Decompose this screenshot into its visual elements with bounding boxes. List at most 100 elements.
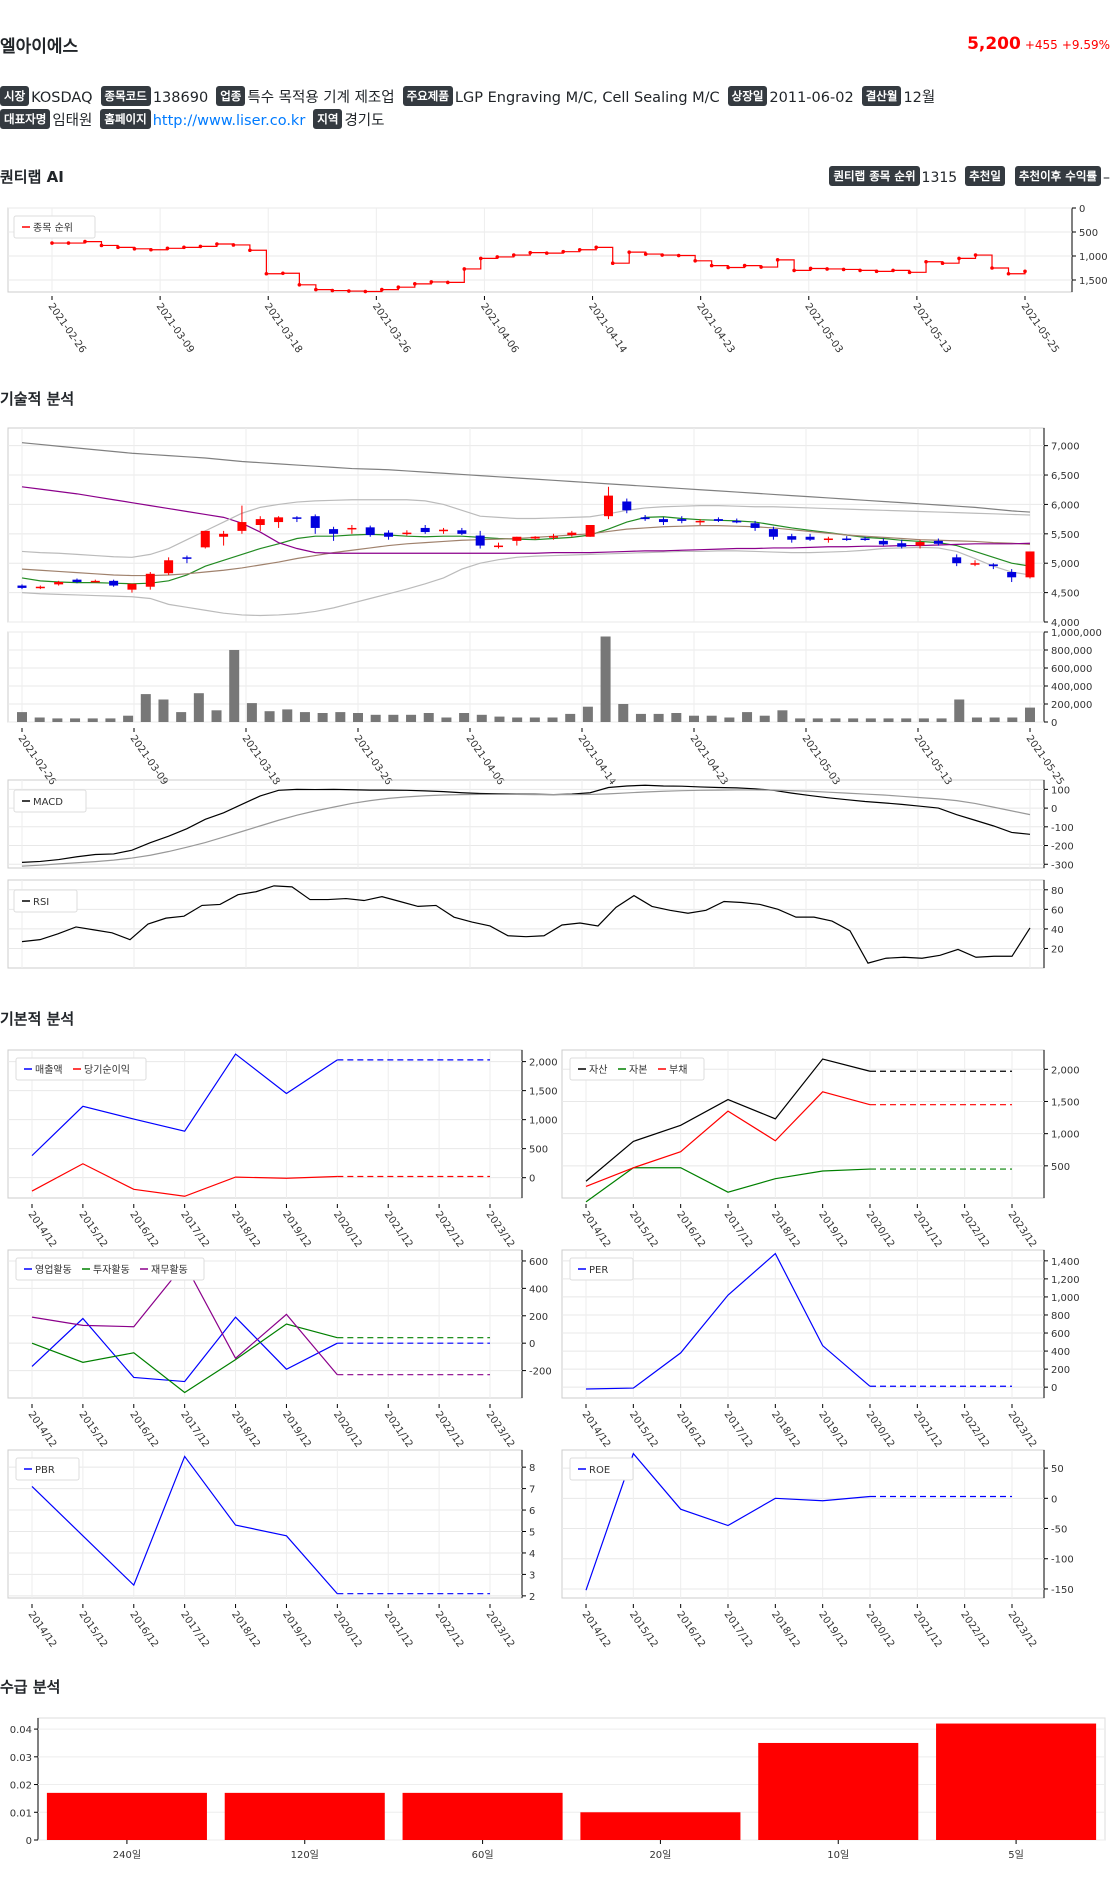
candle-body-22 <box>420 527 430 533</box>
roe-xlabel-6: 2020/12 <box>864 1609 897 1649</box>
badge-info_row2-1: 홈페이지 <box>100 109 151 129</box>
rank-point-28 <box>511 253 516 257</box>
cashflow-xlabel-0: 2014/12 <box>26 1409 59 1449</box>
balance-xlabel-1: 2015/12 <box>627 1209 660 1249</box>
candle-body-20 <box>384 532 394 537</box>
supply-bar-1 <box>224 1792 385 1840</box>
rank-legend-label-0: 종목 순위 <box>33 221 73 234</box>
candle-body-53 <box>988 564 998 567</box>
ai-badge-2: 추천이후 수익률 <box>1014 166 1101 186</box>
badge-info_row1-5: 결산월 <box>861 86 902 106</box>
rank-point-38 <box>676 253 681 258</box>
roe-xlabel-4: 2018/12 <box>769 1609 802 1649</box>
per-xlabel-5: 2019/12 <box>816 1409 849 1449</box>
rank-point-40 <box>709 263 714 268</box>
sales-legend-label-0: 매출액 <box>35 1064 63 1076</box>
sales-xlabel-2: 2016/12 <box>127 1209 160 1249</box>
supply-tick-label-4: 0.04 <box>10 1725 32 1736</box>
rank-point-51 <box>891 268 895 273</box>
rank-point-32 <box>577 247 582 252</box>
cashflow-tick-label-1: 0 <box>529 1339 535 1350</box>
rank-legend <box>13 215 96 239</box>
price-bb-lower <box>21 546 1031 617</box>
ai-badge-1: 추천일 <box>965 166 1005 186</box>
pbr-tick-label-4: 6 <box>529 1506 535 1517</box>
cashflow-xlabel-1: 2015/12 <box>76 1409 109 1449</box>
candle-body-4 <box>90 580 100 583</box>
volume-bar-39 <box>706 715 717 722</box>
macd-tick-label-4: 100 <box>1051 785 1070 796</box>
rank-point-33 <box>594 245 599 250</box>
volume-tick-label-3: 600,000 <box>1051 664 1092 675</box>
volume-bar-48 <box>865 718 876 722</box>
balance-xlabel-5: 2019/12 <box>816 1209 849 1249</box>
supply-bar-5 <box>936 1723 1097 1840</box>
candle-body-54 <box>1007 572 1017 578</box>
rsi-tick-label-2: 60 <box>1051 905 1064 916</box>
sales-xlabel-9: 2023/12 <box>484 1209 517 1249</box>
rank-xlabel-7: 2021-05-03 <box>802 301 844 355</box>
info-row-1: 시장 KOSDAQ 종목코드 138690 업종 특수 목적용 기계 제조업 주요제품 LGP… <box>0 86 943 107</box>
price-ma-green <box>21 516 1031 585</box>
candle-body-27 <box>512 536 522 541</box>
volume-bar-23 <box>423 713 434 722</box>
volume-bar-11 <box>211 710 222 722</box>
rank-point-27 <box>495 255 500 259</box>
supply-bar-3 <box>580 1812 741 1840</box>
rank-point-31 <box>561 249 566 254</box>
rank-xlabel-2: 2021-03-18 <box>262 301 304 355</box>
rank-point-48 <box>841 267 846 272</box>
volume-bar-53 <box>954 699 965 722</box>
volume-bar-28 <box>512 717 523 722</box>
badge-info_row1-1: 종목코드 <box>100 86 151 106</box>
per-tick-label-1: 200 <box>1051 1365 1070 1376</box>
candle-body-36 <box>677 519 687 521</box>
rank-point-7 <box>165 246 170 251</box>
roe-tick-label-4: 50 <box>1051 1464 1064 1475</box>
volume-bar-22 <box>406 714 417 722</box>
price-tick-label-3: 5,500 <box>1051 530 1080 541</box>
volume-bar-37 <box>671 713 682 722</box>
volume-bar-31 <box>565 713 576 722</box>
roe-xlabel-3: 2017/12 <box>722 1609 755 1649</box>
per-legend <box>569 1257 634 1281</box>
balance-xlabel-2: 2016/12 <box>674 1209 707 1249</box>
supply-xlabel-1: 120일 <box>291 1849 319 1861</box>
section-title-ai: 퀀티랩 AI <box>0 168 64 186</box>
roe-xlabel-1: 2015/12 <box>627 1609 660 1649</box>
candle-body-1 <box>35 586 45 589</box>
cashflow-xlabel-6: 2020/12 <box>331 1409 364 1449</box>
per-tick-label-6: 1,200 <box>1051 1275 1080 1286</box>
homepage-link[interactable]: http://www.liser.co.kr <box>152 113 306 129</box>
rank-point-39 <box>693 259 697 263</box>
roe-tick-label-0: -150 <box>1051 1585 1074 1596</box>
sales-xlabel-8: 2022/12 <box>433 1209 466 1249</box>
macd-tick-label-1: -200 <box>1051 842 1074 853</box>
section-title-fundamental: 기본적 분석 <box>0 1010 75 1028</box>
pbr-xlabel-5: 2019/12 <box>280 1609 313 1649</box>
per-legend-label-0: PER <box>589 1265 608 1276</box>
balance-xlabel-4: 2018/12 <box>769 1209 802 1249</box>
ai-value-0: 1315 <box>921 170 958 186</box>
volume-bar-29 <box>529 717 540 722</box>
price-change: +455 <box>1024 38 1058 52</box>
cashflow-xlabel-4: 2018/12 <box>229 1409 262 1449</box>
rank-point-52 <box>907 270 912 275</box>
per-xlabel-6: 2020/12 <box>864 1409 897 1449</box>
volume-tick-label-2: 400,000 <box>1051 682 1092 693</box>
pbr-xlabel-9: 2023/12 <box>484 1609 517 1649</box>
rank-point-23 <box>429 280 434 284</box>
rank-point-22 <box>413 282 417 286</box>
cashflow-xlabel-2: 2016/12 <box>127 1409 160 1449</box>
candle-body-26 <box>494 545 504 548</box>
info-value-info_row1-2: 특수 목적용 기계 제조업 <box>247 90 395 106</box>
macd-legend-label-0: MACD <box>33 797 63 808</box>
rank-point-53 <box>924 259 928 264</box>
volume-bar-8 <box>158 699 169 722</box>
volume-bar-43 <box>777 710 788 722</box>
rank-point-9 <box>198 244 203 249</box>
rank-point-6 <box>149 247 153 252</box>
candle-body-18 <box>347 527 357 530</box>
candle-body-9 <box>182 557 192 559</box>
pbr-tick-label-6: 8 <box>529 1463 535 1474</box>
